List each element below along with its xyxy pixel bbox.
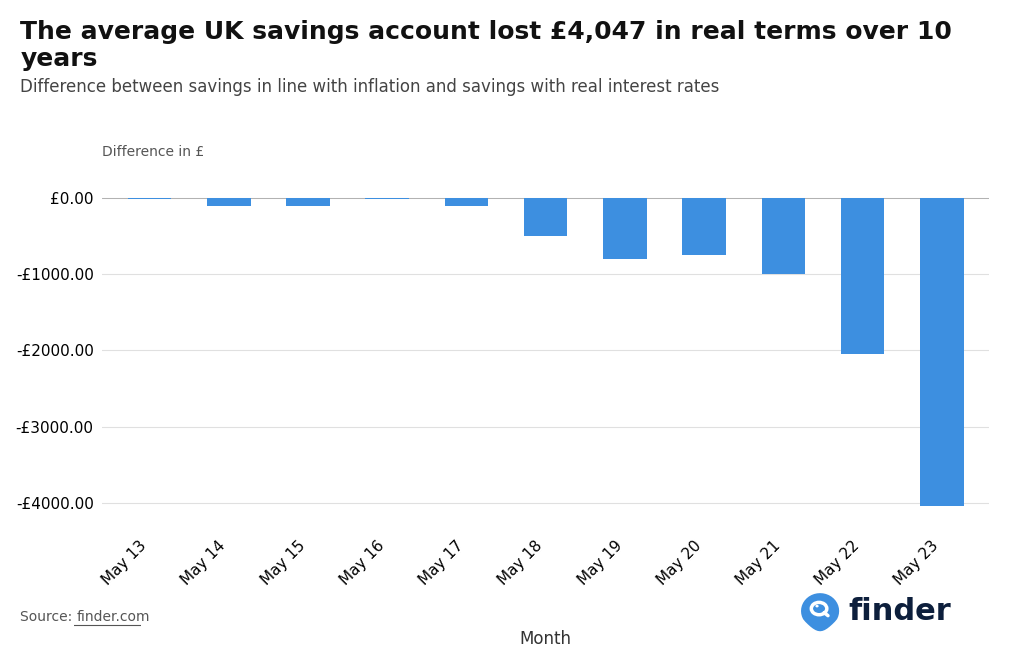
Text: finder: finder [848, 597, 951, 625]
Bar [524, 198, 567, 237]
Bar [444, 198, 488, 206]
Text: finder.com: finder.com [76, 610, 150, 624]
Bar [840, 198, 883, 354]
Bar [286, 198, 329, 206]
Text: The average UK savings account lost £4,047 in real terms over 10 years: The average UK savings account lost £4,0… [20, 20, 952, 72]
Bar [602, 198, 646, 259]
Bar [761, 198, 804, 274]
Circle shape [814, 604, 818, 607]
Bar [919, 198, 963, 506]
Bar [207, 198, 251, 206]
X-axis label: Month: Month [520, 630, 571, 647]
Bar [127, 198, 171, 199]
Bar [682, 198, 726, 255]
Bar [365, 198, 409, 199]
Text: Difference between savings in line with inflation and savings with real interest: Difference between savings in line with … [20, 78, 719, 96]
Text: Source:: Source: [20, 610, 77, 624]
PathPatch shape [800, 593, 839, 631]
Text: Difference in £: Difference in £ [102, 145, 204, 159]
